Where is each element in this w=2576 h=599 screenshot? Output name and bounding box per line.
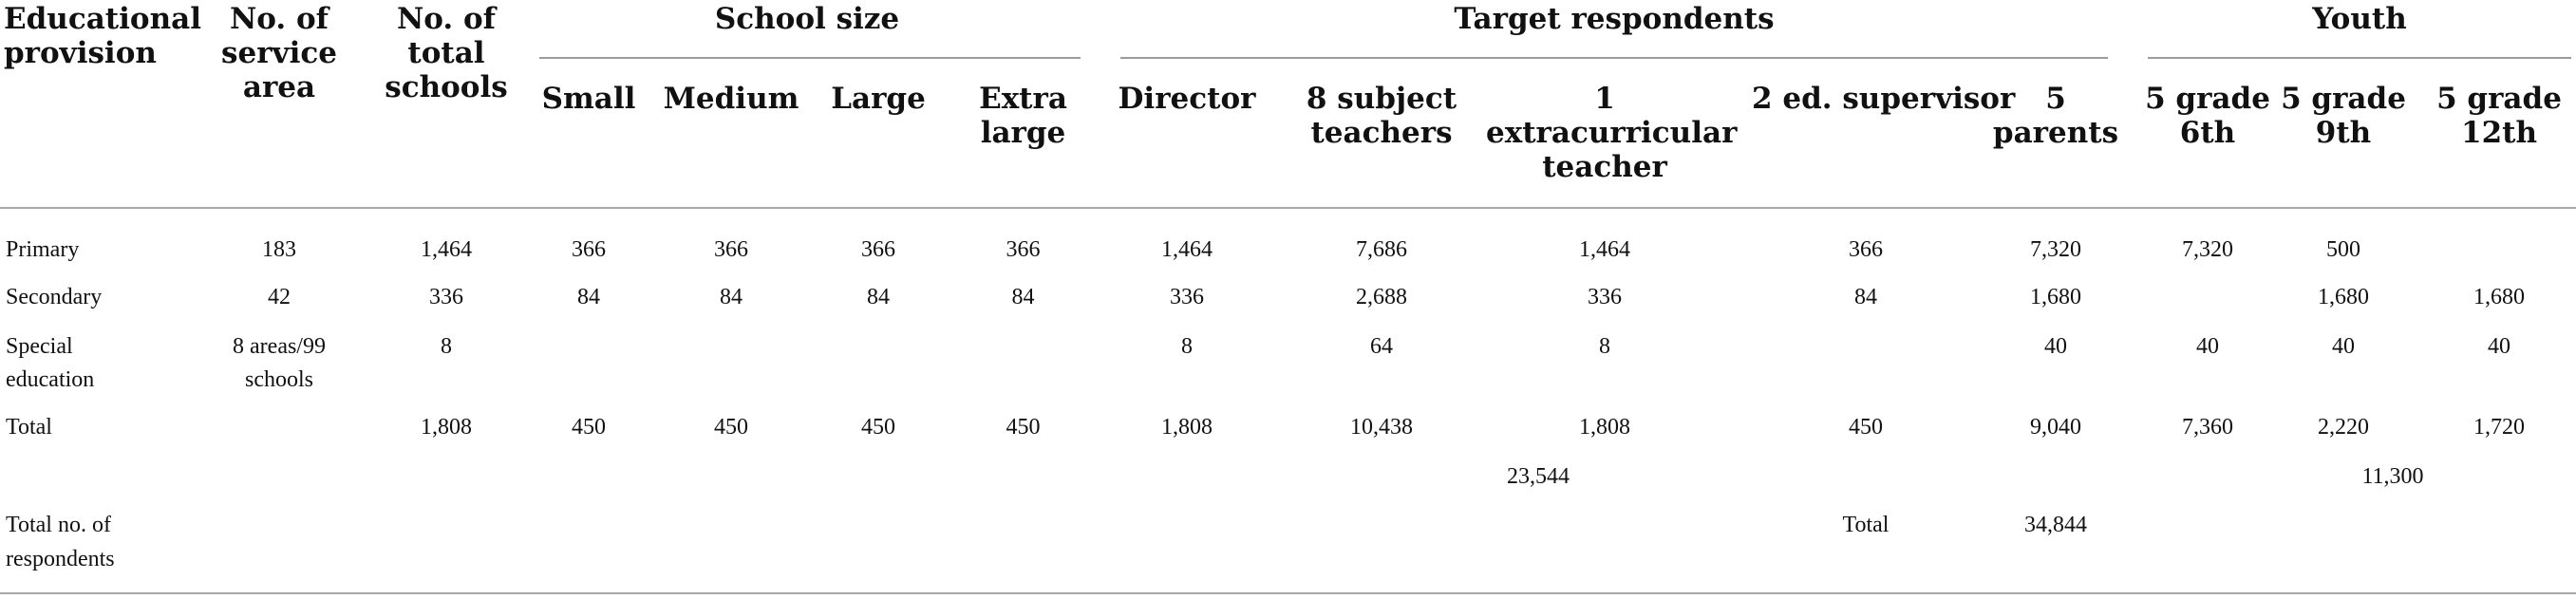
row-special-subject-teachers: 64 <box>1370 334 1393 359</box>
row-secondary-grade9: 1,680 <box>2318 285 2369 309</box>
header-total-schools: No. of total schools <box>385 2 508 104</box>
header-grade6: 5 grade 6th <box>2145 82 2270 150</box>
row-secondary-subject-teachers: 2,688 <box>1356 285 1407 309</box>
subtotal-respondents: 23,544 <box>1507 464 1570 489</box>
row-special-label-line1: Special <box>6 334 73 359</box>
row-total-large: 450 <box>861 415 895 440</box>
row-special-label-line2: education <box>6 367 95 392</box>
row-primary-small: 366 <box>572 237 606 262</box>
row-special-parents: 40 <box>2044 334 2067 359</box>
row-primary-grade6: 7,320 <box>2182 237 2233 262</box>
target-respondents-rule <box>1120 57 2108 59</box>
row-primary-medium: 366 <box>714 237 748 262</box>
header-bottom-rule <box>0 207 2576 209</box>
header-target-respondents: Target respondents <box>1454 2 1775 36</box>
grand-total-value: 34,844 <box>2024 513 2087 537</box>
row-primary-director: 1,464 <box>1161 237 1213 262</box>
row-secondary-extra-large: 84 <box>1011 285 1035 309</box>
row-special-grade12: 40 <box>2488 334 2510 359</box>
row-total-subject-teachers: 10,438 <box>1350 415 1413 440</box>
header-small: Small <box>541 82 636 116</box>
row-primary-label: Primary <box>6 237 80 262</box>
row-primary-grade9: 500 <box>2326 237 2360 262</box>
subtotal-youth: 11,300 <box>2361 464 2424 489</box>
row-secondary-total-schools: 336 <box>429 285 463 309</box>
row-special-grade9: 40 <box>2332 334 2355 359</box>
row-secondary-grade12: 1,680 <box>2473 285 2525 309</box>
row-total-director: 1,808 <box>1161 415 1213 440</box>
row-total-extra-large: 450 <box>1006 415 1041 440</box>
row-total-label: Total <box>6 415 52 440</box>
row-total-grade6: 7,360 <box>2182 415 2233 440</box>
row-special-extracurricular: 8 <box>1599 334 1610 359</box>
row-special-service-area-line1: 8 areas/99 <box>233 334 326 359</box>
row-total-grade9: 2,220 <box>2318 415 2369 440</box>
row-secondary-director: 336 <box>1170 285 1204 309</box>
school-size-rule <box>539 57 1081 59</box>
header-large: Large <box>831 82 926 116</box>
row-primary-extra-large: 366 <box>1006 237 1041 262</box>
row-special-total-schools: 8 <box>441 334 452 359</box>
row-secondary-supervisor: 84 <box>1854 285 1877 309</box>
header-medium: Medium <box>663 82 799 116</box>
row-primary-supervisor: 366 <box>1849 237 1883 262</box>
row-primary-extracurricular: 1,464 <box>1579 237 1630 262</box>
header-subject-teachers: 8 subject teachers <box>1306 82 1457 150</box>
row-primary-total-schools: 1,464 <box>421 237 472 262</box>
header-director: Director <box>1118 82 1256 116</box>
row-special-grade6: 40 <box>2196 334 2219 359</box>
row-total-supervisor: 450 <box>1849 415 1883 440</box>
row-total-grade12: 1,720 <box>2473 415 2525 440</box>
row-total-medium: 450 <box>714 415 748 440</box>
grand-total-label-line2: respondents <box>6 547 115 571</box>
header-extra-large: Extra large <box>979 82 1067 150</box>
row-primary-service-area: 183 <box>262 237 296 262</box>
row-secondary-extracurricular: 336 <box>1588 285 1622 309</box>
row-primary-large: 366 <box>861 237 895 262</box>
header-youth: Youth <box>2312 2 2407 36</box>
grand-total-label-line1: Total no. of <box>6 513 111 537</box>
grand-total-total-label: Total <box>1842 513 1890 537</box>
header-ed-supervisor: 2 ed. supervisor <box>1752 82 2016 116</box>
row-special-service-area-line2: schools <box>245 367 313 392</box>
header-educational-provision: Educational provision <box>4 2 201 70</box>
header-school-size: School size <box>714 2 900 36</box>
row-secondary-service-area: 42 <box>268 285 291 309</box>
row-total-small: 450 <box>572 415 606 440</box>
row-secondary-small: 84 <box>577 285 600 309</box>
row-primary-parents: 7,320 <box>2030 237 2081 262</box>
row-special-director: 8 <box>1181 334 1193 359</box>
row-primary-subject-teachers: 7,686 <box>1356 237 1407 262</box>
header-grade9: 5 grade 9th <box>2281 82 2406 150</box>
row-secondary-parents: 1,680 <box>2030 285 2081 309</box>
row-secondary-label: Secondary <box>6 285 103 309</box>
row-secondary-large: 84 <box>867 285 890 309</box>
header-grade12: 5 grade 12th <box>2436 82 2562 150</box>
header-extracurricular-teacher: 1 extracurricular teacher <box>1486 82 1738 184</box>
header-service-area: No. of service area <box>221 2 337 104</box>
header-parents: 5 parents <box>1992 82 2119 150</box>
row-total-parents: 9,040 <box>2030 415 2081 440</box>
row-secondary-medium: 84 <box>720 285 743 309</box>
header-educational-provision-text: Educational provision <box>4 2 201 70</box>
table-bottom-rule <box>0 592 2576 594</box>
row-total-extracurricular: 1,808 <box>1579 415 1630 440</box>
youth-rule <box>2148 57 2571 59</box>
row-total-total-schools: 1,808 <box>421 415 472 440</box>
